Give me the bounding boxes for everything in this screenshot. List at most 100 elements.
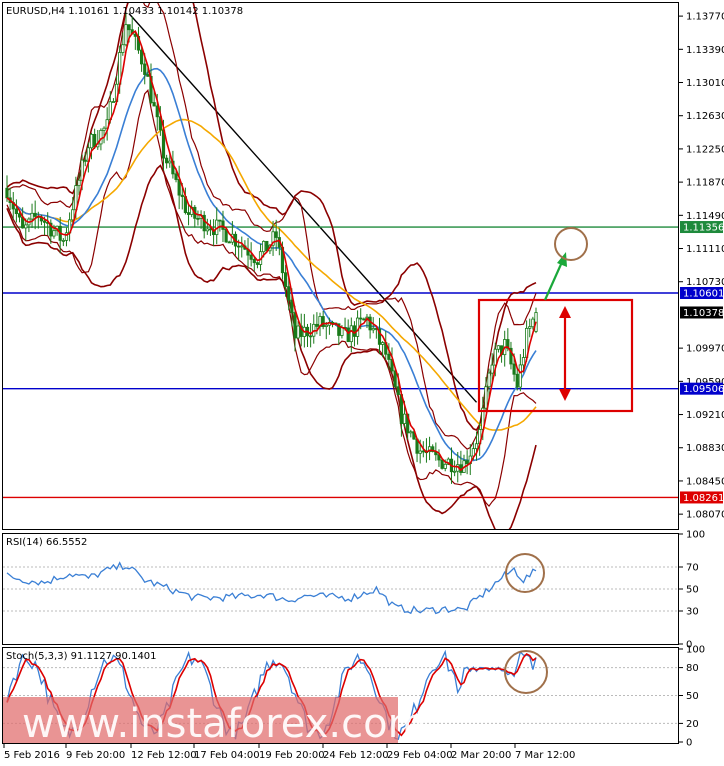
stoch-tick-label: 50 xyxy=(686,691,699,702)
rsi-plot-area xyxy=(3,561,678,615)
candle-body xyxy=(352,325,357,337)
candle-body xyxy=(490,364,494,374)
candle-body xyxy=(168,160,172,164)
rsi-axis: 100 70 50 30 0 xyxy=(505,530,705,651)
price-tick-label: 1.10730 xyxy=(686,277,724,288)
candle-body xyxy=(24,224,28,229)
stoch-pane-title: Stoch(5,3,3) 91.1127 90.1401 xyxy=(6,651,157,662)
rsi-line xyxy=(6,561,537,615)
candle-body xyxy=(340,327,344,336)
range-arrow-head-down xyxy=(559,389,571,401)
price-tag-label: 1.08261 xyxy=(683,493,724,504)
candle-body xyxy=(346,327,350,343)
candle-body xyxy=(139,49,144,65)
price-tick-label: 1.11870 xyxy=(686,178,724,189)
price-plot-area xyxy=(3,3,678,529)
candle-body xyxy=(453,470,457,473)
price-tag-bg xyxy=(680,382,723,395)
candle-body xyxy=(121,44,125,53)
candle-body xyxy=(321,316,325,327)
stoch-tick-label: 0 xyxy=(686,738,692,749)
candle-body xyxy=(371,328,375,331)
candle-body xyxy=(446,458,450,465)
candle-body xyxy=(271,231,275,246)
price-axis: 1.13770 1.13390 1.13010 1.12630 1.12250 1.118… xyxy=(678,12,724,521)
candle-body xyxy=(42,220,47,223)
candle-body xyxy=(80,159,84,181)
price-tick-label: 1.11110 xyxy=(686,244,724,255)
range-arrow-head-up xyxy=(559,306,571,318)
time-tick-label: 12 Feb 12:00 xyxy=(131,750,197,761)
price-tick-label: 1.12630 xyxy=(686,111,724,122)
rsi-circle xyxy=(505,553,545,593)
candle-body xyxy=(252,258,256,264)
target-circle xyxy=(554,227,588,261)
price-tag-bg xyxy=(680,306,723,319)
candle-body xyxy=(509,347,513,365)
candle-body xyxy=(124,24,128,46)
candle-body xyxy=(196,217,200,220)
candle-body xyxy=(393,370,397,388)
candle-body xyxy=(337,323,341,336)
candle-body xyxy=(5,187,9,199)
candle-body xyxy=(402,413,407,424)
candle-body xyxy=(496,345,501,350)
time-tick-label: 9 Feb 20:00 xyxy=(66,750,125,761)
candle-body xyxy=(49,222,53,237)
price-tag-label: 1.10601 xyxy=(683,288,724,299)
rsi-tick-label: 70 xyxy=(686,563,699,574)
price-tick-label: 1.11490 xyxy=(686,211,724,222)
candle-body xyxy=(143,63,147,75)
candle-body xyxy=(528,326,532,329)
rsi-tick-label: 30 xyxy=(686,607,699,618)
stoch-main-line xyxy=(6,649,537,740)
candle-body xyxy=(484,386,488,409)
candle-body xyxy=(493,348,497,366)
candle-body xyxy=(355,317,360,337)
candle-body xyxy=(17,213,22,218)
bollinger-outer-upper xyxy=(6,3,537,431)
candle-body xyxy=(174,173,178,180)
candle-body xyxy=(224,229,228,243)
price-pane-title: EURUSD,H4 1.10161 1.10433 1.10142 1.1037… xyxy=(6,6,243,17)
candle-body xyxy=(474,443,479,450)
candle-body xyxy=(237,245,241,248)
candle-body xyxy=(208,228,213,231)
price-tag-label: 1.09506 xyxy=(683,384,724,395)
price-tick-label: 1.08830 xyxy=(686,443,724,454)
ma-fast-line xyxy=(6,30,537,472)
candle-body xyxy=(83,159,87,162)
target-arrow-head xyxy=(557,252,567,267)
candle-body xyxy=(61,239,65,242)
candle-body xyxy=(290,299,294,314)
candle-body xyxy=(165,157,169,164)
stoch-tick-label: 20 xyxy=(686,719,699,730)
time-tick-label: 7 Mar 12:00 xyxy=(515,750,575,761)
price-tick-label: 1.09970 xyxy=(686,344,724,355)
candle-body xyxy=(368,316,372,331)
candle-body xyxy=(240,245,244,248)
price-tick-label: 1.13390 xyxy=(686,45,724,56)
candle-body xyxy=(431,446,435,452)
price-tag-label: 1.11356 xyxy=(683,223,724,234)
candle-body xyxy=(99,129,103,145)
candle-body xyxy=(287,286,291,301)
price-tag-label: 1.10378 xyxy=(683,308,724,319)
candle-body xyxy=(152,102,156,107)
candle-body xyxy=(227,241,231,244)
candle-body xyxy=(221,220,225,230)
candle-body xyxy=(180,194,184,198)
candle-body xyxy=(396,386,400,395)
candle-body xyxy=(531,318,535,328)
time-tick-label: 5 Feb 2016 xyxy=(4,750,60,761)
price-tag-bg xyxy=(680,286,723,299)
candle-body xyxy=(521,357,526,366)
candle-body xyxy=(512,363,516,375)
candle-body xyxy=(127,24,131,31)
candle-body xyxy=(218,219,222,222)
price-tick-label: 1.13010 xyxy=(686,78,724,89)
time-tick-label: 19 Feb 20:00 xyxy=(259,750,325,761)
candle-body xyxy=(409,431,413,434)
candle-body xyxy=(359,317,363,320)
